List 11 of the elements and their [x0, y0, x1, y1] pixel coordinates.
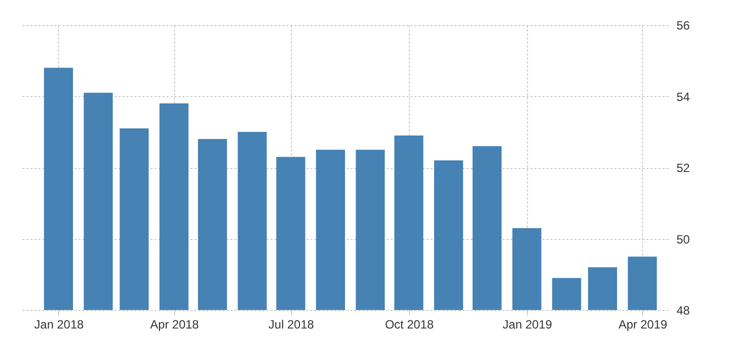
x-tick-label: Apr 2019 [618, 318, 668, 332]
x-tick-label: Jan 2019 [502, 318, 552, 332]
x-tick-label: Oct 2018 [384, 318, 434, 332]
x-tick-label: Apr 2018 [150, 318, 200, 332]
y-tick-label: 52 [676, 161, 690, 175]
x-tick-label: Jan 2018 [34, 318, 84, 332]
y-tick-label: 54 [676, 90, 690, 104]
x-tick-label: Jul 2018 [268, 318, 314, 332]
y-tick-label: 48 [676, 304, 690, 318]
y-tick-label: 56 [676, 18, 690, 32]
y-tick-label: 50 [676, 232, 690, 246]
